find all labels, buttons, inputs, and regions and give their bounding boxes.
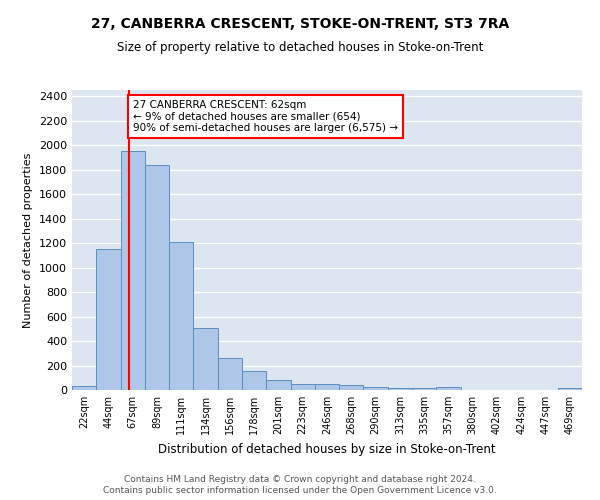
- Text: Contains public sector information licensed under the Open Government Licence v3: Contains public sector information licen…: [103, 486, 497, 495]
- Bar: [193, 328, 218, 390]
- Y-axis label: Number of detached properties: Number of detached properties: [23, 152, 34, 328]
- Bar: [364, 388, 388, 390]
- Bar: [266, 380, 290, 390]
- Text: 27, CANBERRA CRESCENT, STOKE-ON-TRENT, ST3 7RA: 27, CANBERRA CRESCENT, STOKE-ON-TRENT, S…: [91, 18, 509, 32]
- Bar: [388, 388, 412, 390]
- X-axis label: Distribution of detached houses by size in Stoke-on-Trent: Distribution of detached houses by size …: [158, 442, 496, 456]
- Bar: [558, 388, 582, 390]
- Bar: [218, 358, 242, 390]
- Text: Size of property relative to detached houses in Stoke-on-Trent: Size of property relative to detached ho…: [117, 41, 483, 54]
- Text: Contains HM Land Registry data © Crown copyright and database right 2024.: Contains HM Land Registry data © Crown c…: [124, 475, 476, 484]
- Bar: [290, 384, 315, 390]
- Bar: [72, 386, 96, 390]
- Bar: [339, 385, 364, 390]
- Bar: [121, 151, 145, 390]
- Text: 27 CANBERRA CRESCENT: 62sqm
← 9% of detached houses are smaller (654)
90% of sem: 27 CANBERRA CRESCENT: 62sqm ← 9% of deta…: [133, 100, 398, 133]
- Bar: [242, 371, 266, 390]
- Bar: [412, 388, 436, 390]
- Bar: [169, 242, 193, 390]
- Bar: [315, 384, 339, 390]
- Bar: [436, 388, 461, 390]
- Bar: [145, 164, 169, 390]
- Bar: [96, 249, 121, 390]
